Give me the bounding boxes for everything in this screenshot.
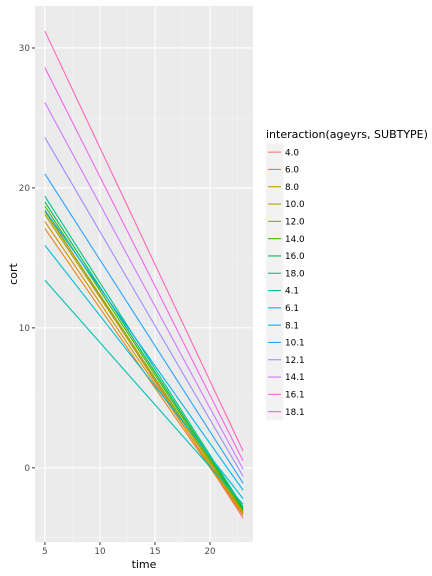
grid-minor — [35, 6, 253, 542]
x-tick-label: 15 — [149, 547, 160, 557]
series-line-6.1 — [44, 244, 244, 499]
legend-item-8.1: 8.1 — [266, 316, 299, 334]
series-line-10.1 — [44, 173, 244, 484]
x-tick-label: 10 — [94, 547, 106, 557]
legend-label: 14.0 — [285, 235, 305, 245]
legend-item-14.0: 14.0 — [266, 230, 305, 248]
series-line-4.1 — [44, 279, 244, 505]
y-tick-label: 30 — [19, 44, 31, 54]
series-line-18.1 — [44, 30, 244, 452]
series-line-18.0 — [44, 196, 244, 508]
legend-item-10.0: 10.0 — [266, 195, 305, 213]
legend-label: 16.0 — [285, 252, 305, 262]
legend-item-14.1: 14.1 — [266, 368, 305, 386]
legend-label: 8.0 — [285, 183, 299, 193]
legend-label: 16.1 — [285, 391, 305, 401]
legend-item-16.0: 16.0 — [266, 247, 305, 265]
series-line-8.0 — [44, 221, 244, 515]
x-tick-label: 20 — [204, 547, 216, 557]
legend-item-4.0: 4.0 — [266, 143, 299, 161]
series-line-12.1 — [44, 137, 244, 477]
legend: 4.0 6.0 8.0 10.0 12.0 14.0 16.0 18.0 4.1 6.1 8.1 10… — [266, 143, 305, 421]
legend-item-8.0: 8.0 — [266, 178, 299, 196]
legend-item-16.1: 16.1 — [266, 385, 305, 403]
legend-item-18.0: 18.0 — [266, 264, 305, 282]
x-axis-title: time — [132, 558, 157, 571]
legend-item-6.1: 6.1 — [266, 299, 299, 317]
legend-label: 8.1 — [285, 321, 299, 331]
legend-label: 4.0 — [285, 148, 299, 158]
legend-label: 14.1 — [285, 373, 305, 383]
series-line-8.1 — [44, 210, 244, 491]
legend-item-4.1: 4.1 — [266, 281, 299, 300]
legend-label: 6.1 — [285, 304, 299, 314]
series-line-14.1 — [44, 102, 244, 470]
legend-label: 12.0 — [285, 218, 305, 228]
y-tick-label: 10 — [19, 324, 31, 334]
legend-label: 18.0 — [285, 269, 305, 279]
y-axis: 0 10 20 30 — [19, 44, 35, 474]
y-axis-title: cort — [7, 263, 20, 285]
legend-item-6.0: 6.0 — [266, 160, 299, 179]
y-tick-label: 20 — [19, 184, 31, 194]
legend-label: 6.0 — [285, 166, 299, 176]
legend-label: 18.1 — [285, 408, 305, 418]
series-line-10.0 — [44, 214, 244, 513]
legend-item-12.0: 12.0 — [266, 212, 305, 230]
legend-title: interaction(ageyrs, SUBTYPE) — [266, 128, 428, 141]
y-tick-label: 0 — [24, 464, 30, 474]
legend-item-12.1: 12.1 — [266, 351, 305, 369]
legend-label: 10.0 — [285, 200, 305, 210]
legend-label: 4.1 — [285, 287, 299, 297]
legend-label: 10.1 — [285, 339, 305, 349]
legend-item-18.1: 18.1 — [266, 403, 305, 421]
legend-label: 12.1 — [285, 356, 305, 366]
x-axis: 5 10 15 20 — [42, 542, 216, 557]
series-line-16.1 — [44, 67, 244, 462]
series-layer — [44, 30, 244, 519]
series-line-12.0 — [44, 211, 244, 512]
legend-item-10.1: 10.1 — [266, 333, 305, 352]
series-line-16.0 — [44, 201, 244, 509]
x-tick-label: 5 — [42, 547, 48, 557]
